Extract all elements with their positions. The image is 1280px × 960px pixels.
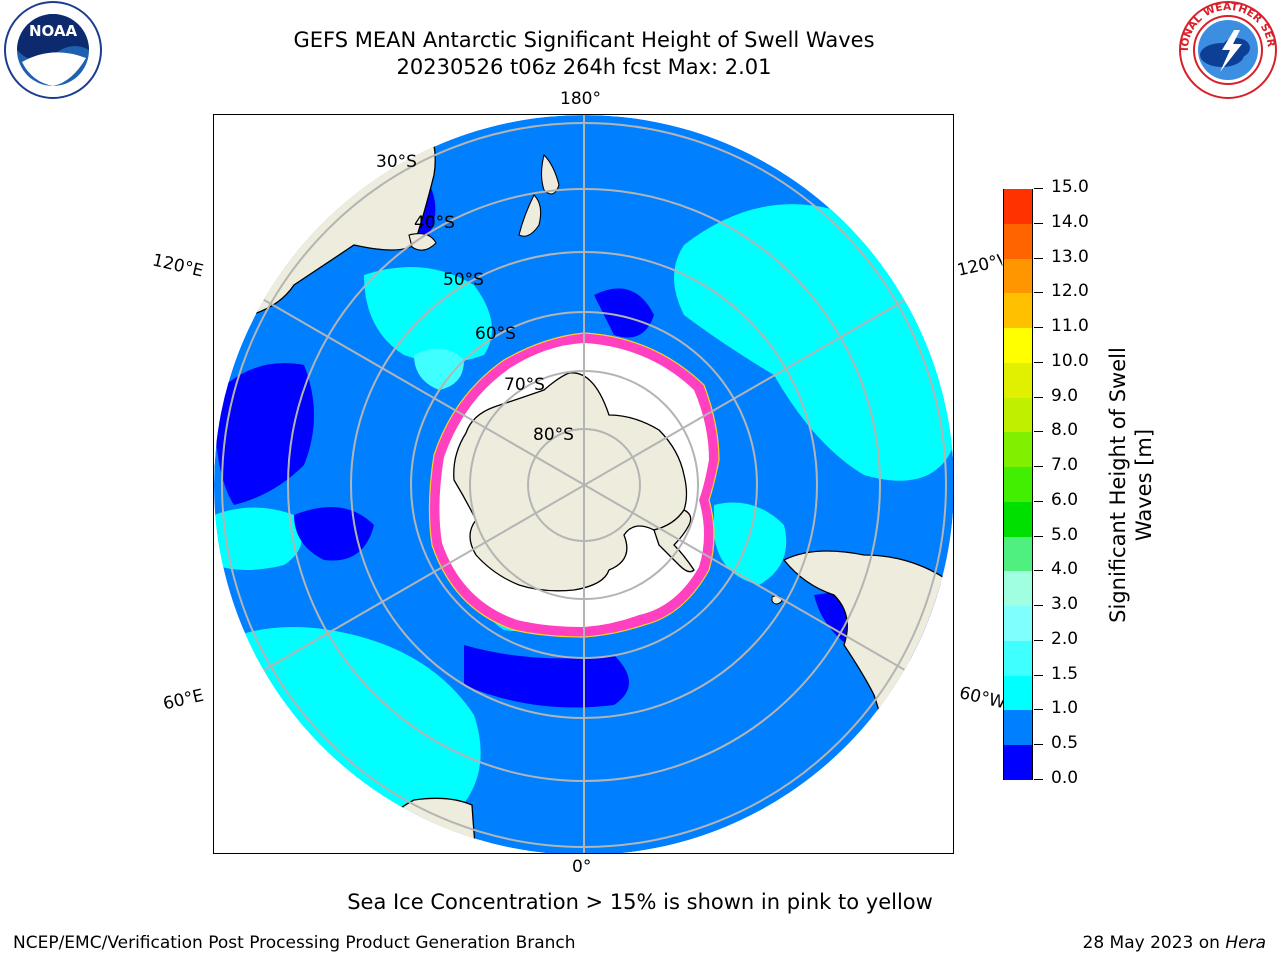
lat-label-30s: 30°S	[376, 152, 417, 172]
colorbar-bin	[1004, 536, 1032, 572]
colorbar-bin	[1004, 327, 1032, 363]
colorbar-tick-label: 10.0	[1051, 350, 1089, 371]
colorbar-bin	[1004, 605, 1032, 641]
land-new-zealand-north	[540, 153, 560, 195]
noaa-logo-text: NOAA	[29, 22, 78, 40]
colorbar-tick-mark	[1034, 535, 1043, 537]
colorbar-tick-mark	[1034, 570, 1043, 572]
footer-machine: Hera	[1225, 933, 1266, 953]
footer-credit: NCEP/EMC/Verification Post Processing Pr…	[13, 933, 576, 953]
lat-label-50s: 50°S	[443, 270, 484, 290]
calm-region-south-pacific	[594, 288, 654, 338]
lat-label-40s: 40°S	[414, 213, 455, 233]
colorbar-tick-mark	[1034, 466, 1043, 468]
calm-region-atlantic-south	[464, 645, 629, 708]
colorbar-bin	[1004, 362, 1032, 398]
colorbar-tick-mark	[1034, 639, 1043, 641]
map-frame	[213, 114, 954, 854]
swell-region-pacific-west	[364, 267, 492, 363]
colorbar-tick-label: 4.0	[1051, 559, 1079, 580]
meridian-60e-120w	[214, 270, 953, 700]
colorbar-tick-label: 1.5	[1051, 663, 1079, 684]
colorbar-tick-mark	[1034, 744, 1043, 746]
colorbar-tick-label: 3.0	[1051, 594, 1079, 615]
chart-subtitle: 20230526 t06z 264h fcst Max: 2.01	[396, 55, 772, 79]
noaa-logo: NOAA	[4, 1, 102, 99]
lat-label-60s: 60°S	[475, 324, 516, 344]
land-tasmania	[408, 233, 437, 251]
colorbar-tick-mark	[1034, 361, 1043, 363]
colorbar-tick-label: 6.0	[1051, 489, 1079, 510]
colorbar-bin	[1004, 188, 1032, 224]
colorbar-tick-mark	[1034, 396, 1043, 398]
footer-date-text: 28 May 2023 on	[1082, 933, 1220, 953]
lon-label-60w: 60°W	[957, 683, 1006, 713]
colorbar-tick-mark	[1034, 327, 1043, 329]
lon-label-0: 0°	[572, 857, 592, 877]
nws-logo: NATIONAL WEATHER SERVICE	[1176, 0, 1277, 99]
colorbar	[1003, 188, 1033, 780]
colorbar-tick-label: 2.0	[1051, 628, 1079, 649]
lat-label-80s: 80°S	[533, 425, 574, 445]
lon-label-60e: 60°E	[161, 685, 206, 715]
colorbar-tick-label: 15.0	[1051, 177, 1089, 197]
colorbar-bin	[1004, 431, 1032, 468]
colorbar-bin	[1004, 258, 1032, 294]
swell-region-atlantic	[714, 502, 787, 585]
colorbar-tick-mark	[1034, 674, 1043, 676]
colorbar-tick-mark	[1034, 292, 1043, 294]
colorbar-tick-mark	[1034, 500, 1043, 502]
colorbar-bin	[1004, 744, 1032, 780]
colorbar-tick-label: 1.0	[1051, 698, 1079, 719]
colorbar-title: Significant Height of Swell Waves [m]	[1106, 347, 1156, 623]
colorbar-tick-label: 8.0	[1051, 420, 1079, 441]
colorbar-tick-label: 0.0	[1051, 768, 1079, 788]
colorbar-tick-label: 5.0	[1051, 524, 1079, 545]
swell-patch-1.5-2m	[414, 348, 464, 390]
colorbar-tick-mark	[1034, 605, 1043, 607]
colorbar-bin	[1004, 709, 1032, 746]
colorbar-tick-label: 13.0	[1051, 246, 1089, 267]
colorbar-tick-label: 7.0	[1051, 455, 1079, 476]
footer-date: 28 May 2023 on Hera	[1083, 933, 1267, 953]
colorbar-tick-mark	[1034, 222, 1043, 224]
land-madagascar	[214, 764, 296, 816]
swell-region-southwest	[214, 507, 302, 570]
lon-label-180: 180°	[560, 89, 601, 109]
colorbar-bin	[1004, 223, 1032, 259]
colorbar-tick-mark	[1034, 257, 1043, 259]
land-antarctic-peninsula	[653, 509, 695, 573]
land-antarctica	[453, 372, 688, 592]
swell-region-pacific-east	[674, 204, 953, 481]
colorbar-bin	[1004, 640, 1032, 676]
colorbar-tick-label: 14.0	[1051, 211, 1089, 232]
sea-ice-note: Sea Ice Concentration > 15% is shown in …	[347, 890, 933, 914]
colorbar-bin	[1004, 675, 1032, 711]
colorbar-tick-label: 12.0	[1051, 281, 1089, 302]
colorbar-tick-label: 9.0	[1051, 385, 1079, 406]
colorbar-tick-label: 0.5	[1051, 733, 1079, 754]
colorbar-bin	[1004, 292, 1032, 329]
colorbar-title-wrap: Significant Height of Swell Waves [m]	[1100, 335, 1160, 635]
colorbar-tick-label: 11.0	[1051, 316, 1089, 337]
polar-map	[214, 115, 953, 853]
lon-label-120e: 120°E	[150, 250, 206, 282]
colorbar-bin	[1004, 397, 1032, 433]
lat-label-70s: 70°S	[504, 375, 545, 395]
sea-ice-edge-yellow	[428, 332, 720, 638]
colorbar-tick-mark	[1034, 779, 1043, 780]
colorbar-tick-mark	[1034, 431, 1043, 433]
graticule	[214, 115, 953, 853]
colorbar-tick-mark	[1034, 709, 1043, 711]
colorbar-bin	[1004, 466, 1032, 502]
swell-region-indian	[214, 627, 481, 830]
chart-title: GEFS MEAN Antarctic Significant Height o…	[293, 28, 875, 52]
lon-label-120w: 120°W	[955, 251, 1004, 281]
land-new-zealand-south	[518, 194, 542, 237]
colorbar-bin	[1004, 501, 1032, 537]
colorbar-tick-mark	[1034, 188, 1043, 189]
colorbar-bin	[1004, 570, 1032, 607]
